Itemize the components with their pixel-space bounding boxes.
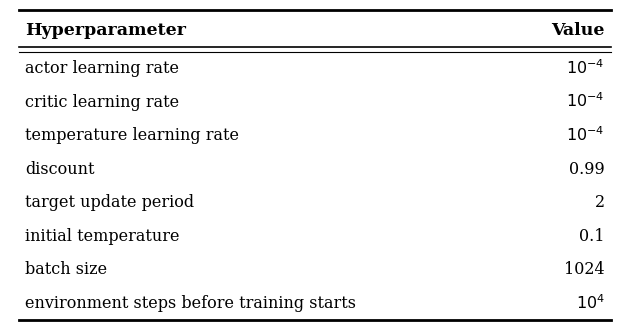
Text: environment steps before training starts: environment steps before training starts <box>25 295 356 312</box>
Text: $10^{-4}$: $10^{-4}$ <box>566 126 605 145</box>
Text: initial temperature: initial temperature <box>25 228 180 245</box>
Text: $10^{-4}$: $10^{-4}$ <box>566 93 605 112</box>
Text: 1024: 1024 <box>564 261 605 278</box>
Text: batch size: batch size <box>25 261 107 278</box>
Text: $10^{4}$: $10^{4}$ <box>576 294 605 313</box>
Text: $10^{-4}$: $10^{-4}$ <box>566 59 605 78</box>
Text: 0.1: 0.1 <box>580 228 605 245</box>
Text: temperature learning rate: temperature learning rate <box>25 127 239 144</box>
Text: actor learning rate: actor learning rate <box>25 60 179 77</box>
Text: Value: Value <box>551 22 605 39</box>
Text: 2: 2 <box>595 194 605 211</box>
Text: critic learning rate: critic learning rate <box>25 94 180 111</box>
Text: target update period: target update period <box>25 194 194 211</box>
Text: discount: discount <box>25 161 94 178</box>
Text: 0.99: 0.99 <box>569 161 605 178</box>
Text: Hyperparameter: Hyperparameter <box>25 22 186 39</box>
